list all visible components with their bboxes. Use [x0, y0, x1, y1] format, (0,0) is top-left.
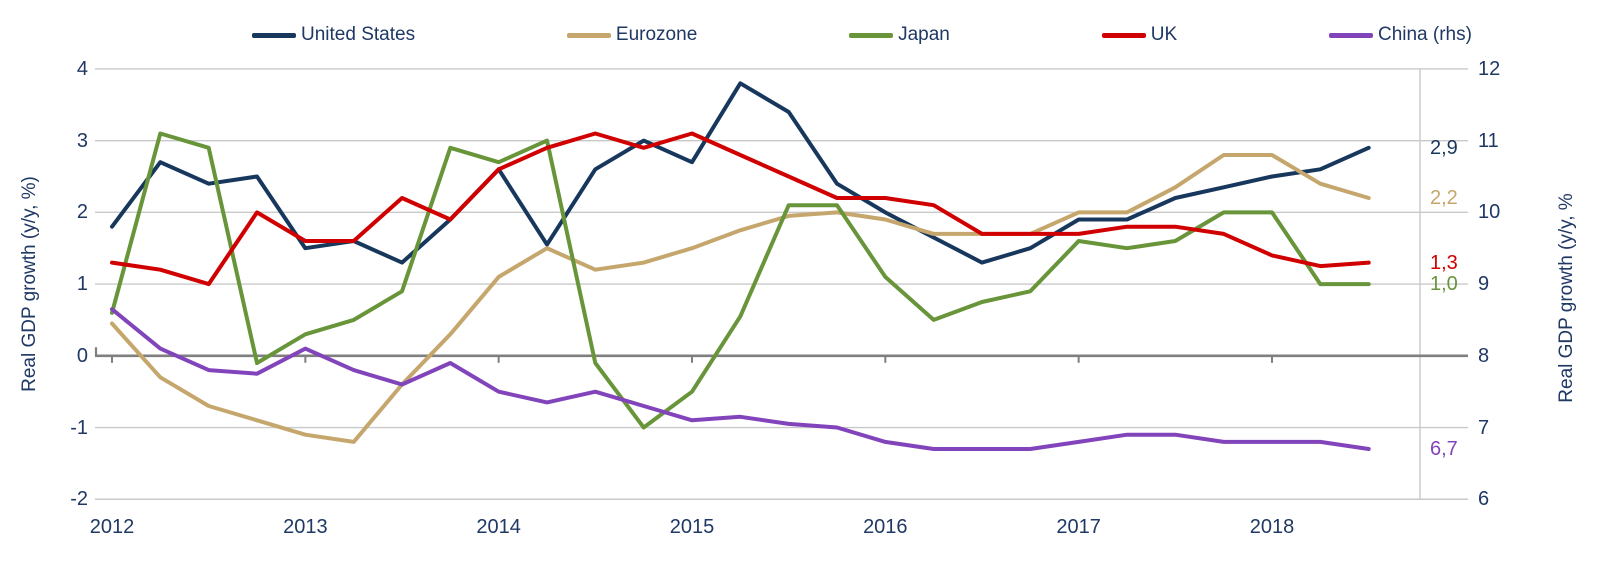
series-line-china-rhs — [110, 307, 1371, 451]
end-label-japan: 1,0 — [1430, 273, 1458, 296]
end-label-china: 6,7 — [1430, 438, 1458, 461]
x-axis-year-label: 2014 — [476, 516, 521, 538]
left-axis-tick-label: 4 — [76, 57, 88, 80]
legend-swatch-uk — [1101, 32, 1146, 38]
x-axis-year-label: 2017 — [1056, 516, 1101, 538]
series-line-united-states — [110, 81, 1371, 265]
right-axis-tick-label: 6 — [1478, 488, 1490, 511]
right-axis-tick-label: 11 — [1478, 129, 1499, 152]
legend-swatch-china — [1328, 32, 1373, 38]
x-axis-year-label: 2013 — [283, 516, 328, 538]
chart-legend: United States Eurozone Japan UK China (r… — [252, 24, 1472, 46]
x-axis-year-label: 2015 — [669, 516, 715, 538]
end-label-united-states: 2,9 — [1430, 136, 1458, 159]
left-axis-tick-label: -1 — [70, 416, 88, 439]
series-line-japan — [110, 131, 1371, 430]
legend-item-eurozone: Eurozone — [566, 24, 698, 46]
legend-label-uk: UK — [1150, 24, 1178, 45]
left-axis-tick-label: 3 — [76, 129, 88, 152]
left-axis-tick-label: 2 — [76, 201, 88, 224]
right-axis-title: Real GDP growth (y/y, % — [1556, 193, 1577, 403]
x-axis-year-label: 2018 — [1249, 516, 1295, 538]
legend-item-china: China (rhs) — [1328, 24, 1472, 46]
series-line-eurozone — [110, 153, 1371, 444]
legend-label-china: China (rhs) — [1377, 24, 1472, 45]
end-label-uk: 1,3 — [1430, 251, 1458, 274]
legend-swatch-japan — [849, 32, 894, 38]
left-axis-tick-label: -2 — [70, 488, 88, 511]
legend-item-japan: Japan — [849, 24, 950, 46]
legend-label-japan: Japan — [898, 24, 950, 45]
end-label-eurozone: 2,2 — [1430, 187, 1458, 210]
legend-swatch-eurozone — [566, 32, 611, 38]
legend-label-united-states: United States — [301, 24, 416, 45]
legend-label-eurozone: Eurozone — [615, 24, 698, 45]
right-axis-tick-label: 12 — [1478, 57, 1501, 80]
right-axis-tick-label: 9 — [1478, 273, 1490, 296]
right-axis-tick-label: 10 — [1478, 201, 1501, 224]
legend-item-uk: UK — [1101, 24, 1178, 46]
x-axis-year-label: 2012 — [89, 516, 135, 538]
x-axis-year-label: 2016 — [863, 516, 908, 538]
left-axis-tick-label: 0 — [76, 344, 88, 367]
legend-swatch-united-states — [252, 32, 296, 38]
right-axis-tick-label: 8 — [1478, 344, 1490, 367]
series-line-uk — [110, 131, 1371, 287]
legend-item-united-states: United States — [252, 24, 415, 46]
left-axis-tick-label: 1 — [76, 273, 88, 296]
right-axis-tick-label: 7 — [1478, 416, 1490, 439]
